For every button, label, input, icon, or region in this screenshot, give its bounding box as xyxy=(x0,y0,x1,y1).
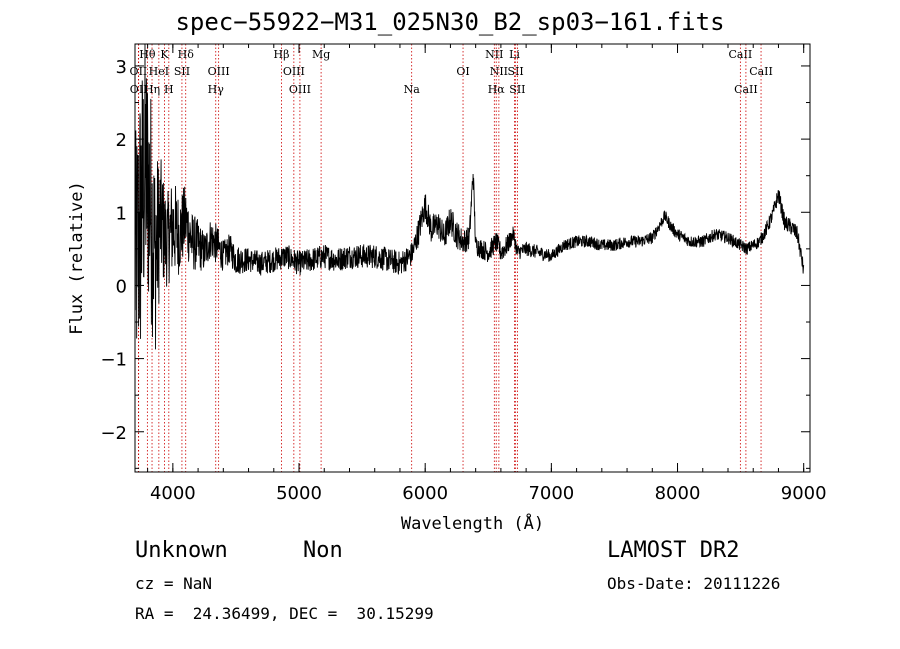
y-tick-label: 3 xyxy=(116,57,127,78)
x-tick-label: 6000 xyxy=(402,483,448,504)
line-marker-label: Hδ xyxy=(178,48,195,61)
line-marker-label: CaII xyxy=(749,65,773,78)
line-marker-label: Mg xyxy=(312,48,330,61)
line-marker-label: Hβ xyxy=(274,48,290,61)
line-marker-label: OIII xyxy=(289,83,311,96)
object-subclass: Non xyxy=(303,538,343,563)
obs-date-label: Obs-Date: 20111226 xyxy=(607,574,781,593)
line-marker-label: SII xyxy=(508,65,524,78)
line-marker-label: Li xyxy=(509,48,520,61)
object-class: Unknown xyxy=(135,538,228,563)
line-marker-label: HeI xyxy=(149,65,169,78)
line-marker-label: OIII xyxy=(283,65,305,78)
chart-title: spec−55922−M31_025N30_B2_sp03−161.fits xyxy=(175,8,725,36)
line-marker-label: Hη xyxy=(144,83,160,96)
line-marker-label: SII xyxy=(509,83,525,96)
survey-label: LAMOST DR2 xyxy=(607,538,740,563)
y-tick-label: −1 xyxy=(100,350,127,371)
line-marker-label: OII xyxy=(130,83,148,96)
coordinates-label: RA = 24.36499, DEC = 30.15299 xyxy=(135,604,434,623)
x-tick-label: 8000 xyxy=(655,483,701,504)
line-marker-label: CaII xyxy=(734,83,758,96)
line-marker-label: Na xyxy=(404,83,421,96)
line-marker-label: CaII xyxy=(729,48,753,61)
x-tick-label: 4000 xyxy=(150,483,196,504)
line-marker-label: OII xyxy=(130,65,148,78)
line-marker-label: Hγ xyxy=(208,83,225,96)
redshift-label: cz = NaN xyxy=(135,574,213,593)
x-tick-label: 9000 xyxy=(781,483,827,504)
line-marker-label: OI xyxy=(456,65,469,78)
y-tick-label: 2 xyxy=(116,130,127,151)
plot-frame xyxy=(134,43,811,473)
y-tick-label: 0 xyxy=(116,276,127,297)
line-marker-label: Hα xyxy=(488,83,506,96)
y-tick-label: −2 xyxy=(100,423,127,444)
x-axis-label: Wavelength (Å) xyxy=(401,512,544,534)
line-marker-label: K xyxy=(160,48,169,61)
y-tick-label: 1 xyxy=(116,203,127,224)
line-marker-label: OIII xyxy=(208,65,230,78)
line-marker-label: NII xyxy=(485,48,503,61)
spectrum-line xyxy=(135,44,805,350)
line-marker-label: SII xyxy=(174,65,190,78)
line-marker-label: NII xyxy=(490,65,508,78)
line-marker-label: Hθ xyxy=(139,48,156,61)
line-marker-label: H xyxy=(164,83,174,96)
x-tick-label: 5000 xyxy=(276,483,322,504)
y-axis-label: Flux (relative) xyxy=(67,181,87,335)
x-tick-label: 7000 xyxy=(528,483,574,504)
